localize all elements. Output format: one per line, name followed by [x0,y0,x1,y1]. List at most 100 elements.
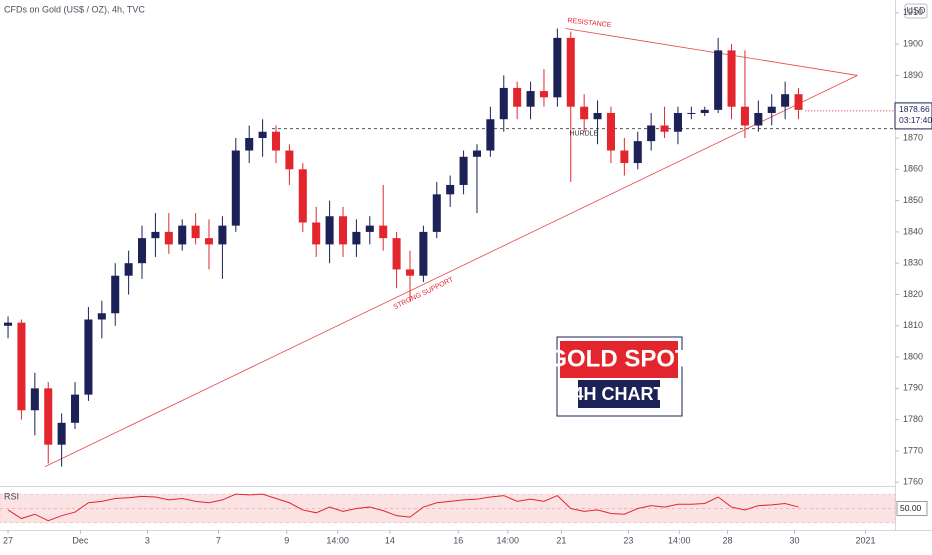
trendline [44,75,858,467]
last-price: 1878.66 [899,104,930,114]
candle-body [660,125,669,132]
candle-body [566,37,575,107]
x-tick-label: 27 [3,535,13,545]
candle-body [553,37,562,98]
candle-body [714,50,723,110]
candle-body [338,216,348,245]
rsi-label: RSI [4,491,19,501]
candle-body [781,94,790,107]
trendline-label: RESISTANCE [567,18,612,30]
candle-body [606,112,615,151]
candle-body [111,275,120,314]
x-tick-label: 14:00 [326,535,349,545]
candle-body [30,388,39,411]
last-price-tag [894,102,932,130]
candle-body [271,131,281,151]
candle-body [245,138,254,151]
rsi-level-label: 50.00 [900,503,922,513]
trendline [565,28,858,76]
countdown: 03:17:40 [899,115,932,125]
candle-body [298,169,307,223]
candle-body [44,388,53,445]
candle-body [459,156,468,185]
x-tick-label: 9 [284,535,289,545]
candle-body [633,141,642,164]
candle-body [204,238,214,245]
candle-body [379,225,388,239]
candle-body [352,231,361,245]
candle-body [17,322,26,411]
rsi-line [7,493,799,522]
x-tick-label: 2021 [856,535,876,545]
x-tick-label: Dec [72,535,89,545]
y-tick-label: 1870 [903,132,923,142]
candle-body [539,91,548,98]
y-tick-label: 1780 [903,414,923,424]
candle-body [727,50,736,107]
candle-body [285,150,294,170]
candle-body [392,238,401,270]
x-tick-label: 21 [556,535,566,545]
candle-body [432,194,441,232]
y-tick-label: 1850 [903,195,923,205]
candle-body [740,106,749,126]
candle-body [138,238,147,264]
y-tick-label: 1840 [903,226,923,236]
y-tick-label: 1760 [903,477,923,487]
annotation: HURDLE [569,130,598,137]
candle-body [151,231,160,239]
candle-body [4,322,13,326]
x-tick-label: 14:00 [497,535,520,545]
candle-body [57,422,66,445]
y-tick-label: 1820 [903,289,923,299]
candle-body [700,109,709,113]
candle-body [673,112,682,132]
candle-body [365,225,374,232]
candle-body [486,119,495,151]
candle-body [472,150,481,157]
candle-body [84,319,93,395]
candle-body [794,94,803,110]
x-tick-label: 16 [453,535,463,545]
badge-bottom [578,380,660,408]
x-tick-label: 30 [790,535,800,545]
candle-body [767,106,776,113]
candle-body [71,394,80,423]
candle-body [164,231,173,245]
x-tick-label: 3 [145,535,150,545]
candle-body [124,263,133,276]
candle-body [191,225,200,239]
candle-body [647,125,656,142]
candle-body [620,150,629,164]
candle-body [526,91,535,107]
x-tick-label: 7 [216,535,221,545]
y-tick-label: 1790 [903,383,923,393]
candle-body [312,222,321,245]
candle-body [178,225,187,245]
candle-body [405,269,415,276]
candle-body [258,131,267,139]
candle-body [499,87,508,120]
y-tick-label: 1890 [903,70,923,80]
y-tick-label: 1830 [903,258,923,268]
y-tick-label: 1910 [903,7,923,17]
candle-body [218,225,227,245]
candle-body [446,184,455,195]
currency: USD [906,5,926,15]
candle-body [580,106,589,120]
y-tick-label: 1860 [903,164,923,174]
y-tick-label: 1800 [903,351,923,361]
candle-body [325,216,334,245]
candle-body [231,150,240,226]
rsi-level-tag [896,501,928,516]
candle-body [419,231,428,276]
badge-top [560,341,678,378]
y-tick-label: 1770 [903,445,923,455]
badge-title: GOLD SPOT [548,345,690,372]
x-tick-label: 23 [623,535,633,545]
x-tick-label: 14:00 [668,535,691,545]
currency-box [904,3,928,19]
y-tick-label: 1810 [903,320,923,330]
y-tick-label: 1900 [903,38,923,48]
